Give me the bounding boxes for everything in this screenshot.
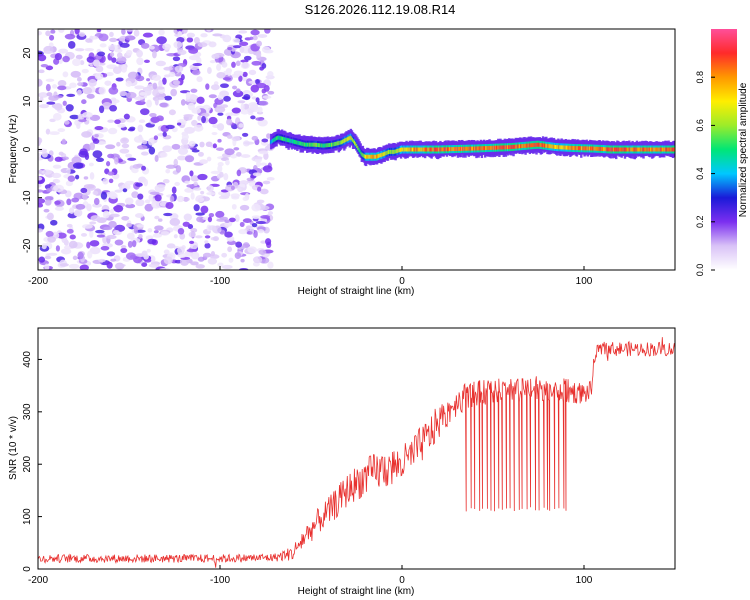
spectrogram-y-ticks: 20 10 0 -10 -20 (22, 47, 42, 253)
snr-series-line (38, 337, 675, 568)
colorbar: 0.0 0.2 0.4 0.6 0.8 Normalized spectral ampl… (695, 29, 749, 276)
snr-y-tick-label: 400 (22, 351, 33, 368)
snr-y-tick-label: 100 (22, 508, 33, 525)
colorbar-tick-label: 0.4 (695, 167, 705, 180)
chart-title: S126.2026.112.19.08.R14 (305, 2, 456, 17)
snr-panel: -200 -100 0 100 0 100 200 300 400 Height of str… (8, 327, 676, 597)
spectrogram-y-tick-label: -10 (22, 190, 33, 205)
snr-x-tick-label: 0 (399, 575, 405, 586)
snr-y-ticks: 0 100 200 300 400 (22, 351, 42, 572)
spectrogram-plot-area (38, 29, 675, 270)
snr-y-tick-label: 200 (22, 455, 33, 472)
spectrogram-x-ticks: -200 -100 0 100 (28, 266, 593, 287)
colorbar-tick-label: 0.2 (695, 216, 705, 229)
snr-x-ticks: -200 -100 0 100 (28, 565, 593, 586)
snr-plot-area (38, 337, 675, 568)
spectrogram-y-tick-label: 20 (22, 47, 33, 59)
colorbar-tick-label: 0.6 (695, 119, 705, 132)
spectrogram-x-label: Height of straight line (km) (298, 286, 415, 297)
spectrogram-y-tick-label: 0 (22, 146, 33, 152)
spectrogram-x-tick-label: -200 (28, 276, 48, 287)
colorbar-tick-label: 0.0 (695, 264, 705, 277)
snr-frame (37, 327, 676, 570)
spectrogram-x-tick-label: 100 (576, 276, 593, 287)
colorbar-ticks: 0.0 0.2 0.4 0.6 0.8 (695, 71, 715, 276)
snr-y-tick-label: 300 (22, 403, 33, 420)
snr-y-label: SNR (10 * v/v) (8, 416, 19, 480)
colorbar-tick-label: 0.8 (695, 71, 705, 84)
spectrogram-y-tick-label: -20 (22, 238, 33, 253)
colorbar-gradient (711, 29, 737, 270)
colorbar-label: Normalized spectral amplitude (738, 82, 749, 217)
spectrogram-ridge (269, 128, 675, 167)
snr-x-tick-label: -100 (210, 575, 230, 586)
snr-y-tick-label: 0 (22, 566, 33, 572)
spectrogram-y-label: Frequency (Hz) (8, 115, 19, 184)
snr-x-tick-label: -200 (28, 575, 48, 586)
snr-x-label: Height of straight line (km) (298, 586, 415, 597)
spectrogram-y-tick-label: 10 (22, 95, 33, 107)
snr-x-tick-label: 100 (576, 575, 593, 586)
spectrogram-x-tick-label: 0 (399, 276, 405, 287)
spectrogram-noise (38, 29, 275, 270)
spectrogram-x-tick-label: -100 (210, 276, 230, 287)
